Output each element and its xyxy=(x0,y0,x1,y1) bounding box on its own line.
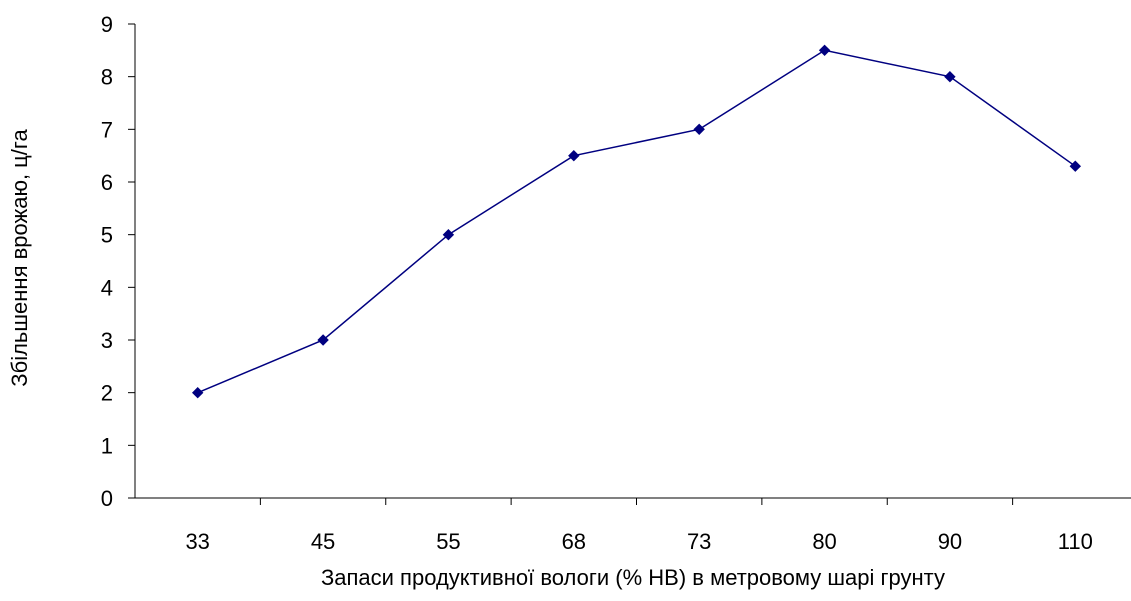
data-point-marker xyxy=(818,44,831,57)
x-tick-label: 90 xyxy=(938,529,962,554)
y-tick-label: 4 xyxy=(101,275,113,300)
x-tick-label: 110 xyxy=(1058,529,1093,554)
y-tick-label: 8 xyxy=(101,65,113,90)
data-point-marker xyxy=(317,334,329,346)
y-tick-label: 5 xyxy=(101,223,113,248)
y-tick-label: 0 xyxy=(101,486,113,511)
x-tick-label: 73 xyxy=(687,529,711,554)
series xyxy=(191,44,1082,399)
data-point-marker xyxy=(568,149,580,162)
y-tick-label: 6 xyxy=(101,170,113,195)
x-tick-label: 45 xyxy=(311,529,335,554)
axes xyxy=(128,23,1131,505)
data-point-marker xyxy=(1069,160,1082,172)
y-tick-label: 1 xyxy=(101,433,113,458)
y-tick-label: 2 xyxy=(101,381,113,406)
data-point-marker xyxy=(191,386,204,399)
series-line xyxy=(197,49,1076,394)
data-point-marker xyxy=(693,123,705,136)
y-axis-title: Збільшення врожаю, ц/га xyxy=(7,129,32,387)
y-tick-label: 3 xyxy=(101,328,113,353)
data-point-marker xyxy=(442,228,455,241)
x-axis-title: Запаси продуктивної вологи (% НВ) в метр… xyxy=(321,565,945,590)
data-point-marker xyxy=(944,70,956,83)
x-tick-label: 68 xyxy=(562,529,586,554)
y-tick-label: 9 xyxy=(101,12,113,37)
x-tick-label: 33 xyxy=(185,529,209,554)
y-tick-label: 7 xyxy=(101,117,113,142)
x-tick-label: 55 xyxy=(436,529,460,554)
x-tick-label: 80 xyxy=(812,529,836,554)
